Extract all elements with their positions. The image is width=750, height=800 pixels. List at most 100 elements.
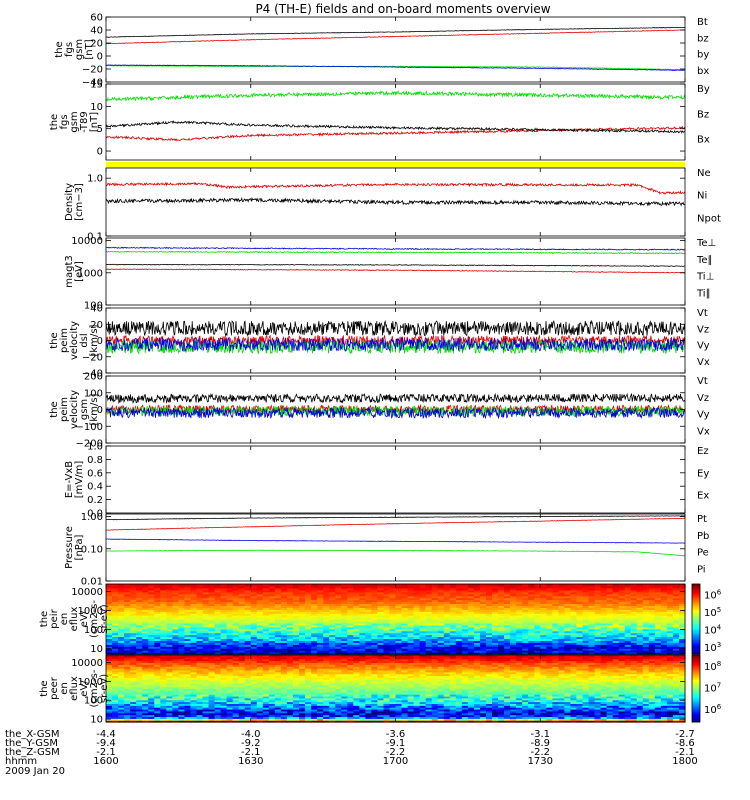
spectrogram-cell xyxy=(220,714,228,718)
spectrogram-cell xyxy=(479,708,487,712)
spectrogram-cell xyxy=(443,593,451,597)
spectrogram-cell xyxy=(419,707,427,710)
spectrogram-cell xyxy=(292,640,300,643)
spectrogram-cell xyxy=(136,607,143,610)
spectrogram-cell xyxy=(106,624,113,628)
spectrogram-cell xyxy=(630,605,638,608)
spectrogram-cell xyxy=(329,642,336,645)
spectrogram-cell xyxy=(196,595,204,599)
spectrogram-cell xyxy=(323,630,330,634)
spectrogram-cell xyxy=(383,644,391,647)
spectrogram-cell xyxy=(106,636,113,640)
spectrogram-cell xyxy=(383,619,391,622)
spectrogram-cell xyxy=(678,640,686,643)
spectrogram-cell xyxy=(256,620,264,624)
spectrogram-cell xyxy=(504,607,511,610)
spectrogram-cell xyxy=(540,603,547,606)
yellow-status-bar xyxy=(106,162,685,168)
spectrogram-cell xyxy=(492,617,499,620)
spectrogram-cell xyxy=(377,636,385,640)
spectrogram-cell xyxy=(552,589,559,593)
spectrogram-cell xyxy=(407,603,415,606)
spectrogram-cell xyxy=(648,642,656,645)
spectrogram-cell xyxy=(172,611,179,614)
spectrogram-cell xyxy=(510,716,517,719)
spectrogram-cell xyxy=(142,607,149,610)
spectrogram-cell xyxy=(498,718,505,721)
spectrogram-cell xyxy=(654,609,662,612)
spectrogram-cell xyxy=(552,611,559,614)
spectrogram-cell xyxy=(449,601,457,605)
spectrogram-cell xyxy=(124,714,131,718)
spectrogram-cell xyxy=(148,613,155,616)
spectrogram-cell xyxy=(624,599,632,603)
colorbar-segment xyxy=(692,650,700,653)
spectrogram-cell xyxy=(323,701,330,704)
spectrogram-cell xyxy=(564,591,572,595)
spectrogram-cell xyxy=(407,644,415,647)
spectrogram-cell xyxy=(570,584,578,587)
spectrogram-cell xyxy=(413,597,421,601)
spectrogram-cell xyxy=(353,648,360,651)
spectrogram-cell xyxy=(130,589,137,593)
spectrogram-cell xyxy=(534,622,541,626)
spectrogram-cell xyxy=(654,714,662,718)
spectrogram-cell xyxy=(202,617,210,620)
spectrogram-cell xyxy=(431,646,439,649)
spectrogram-cell xyxy=(522,620,529,624)
spectrogram-cell xyxy=(407,636,415,640)
spectrogram-cell xyxy=(226,712,234,716)
spectrogram-cell xyxy=(106,628,113,632)
spectrogram-cell xyxy=(154,613,161,616)
spectrogram-cell xyxy=(220,638,228,641)
spectrogram-cell xyxy=(467,620,475,624)
spectrogram-cell xyxy=(160,597,167,601)
series-line-bx xyxy=(105,64,685,71)
spectrogram-cell xyxy=(202,601,210,605)
spectrogram-cell xyxy=(642,603,650,606)
spectrogram-cell xyxy=(594,595,602,599)
spectrogram-cell xyxy=(172,589,179,593)
spectrogram-cell xyxy=(630,707,638,710)
spectrogram-cell xyxy=(534,599,541,603)
spectrogram-cell xyxy=(449,632,457,636)
spectrogram-cell xyxy=(648,595,656,599)
spectrogram-cell xyxy=(118,634,125,638)
spectrogram-cell xyxy=(498,644,505,647)
spectrogram-cell xyxy=(329,714,336,718)
spectrogram-cell xyxy=(274,642,282,645)
spectrogram-cell xyxy=(359,640,366,643)
spectrogram-cell xyxy=(136,589,143,593)
spectrogram-cell xyxy=(118,644,125,647)
spectrogram-cell xyxy=(280,708,288,712)
spectrogram-cell xyxy=(395,638,403,641)
spectrogram-cell xyxy=(214,624,222,628)
spectrogram-cell xyxy=(305,650,312,653)
spectrogram-cell xyxy=(359,716,366,719)
spectrogram-cell xyxy=(160,630,167,634)
spectrogram-cell xyxy=(305,615,312,618)
spectrogram-cell xyxy=(666,626,674,630)
spectrogram-cell xyxy=(485,642,493,645)
spectrogram-cell xyxy=(642,584,650,587)
spectrogram-cell xyxy=(522,632,529,636)
spectrogram-cell xyxy=(142,593,149,597)
spectrogram-cell xyxy=(280,617,288,620)
spectrogram-cell xyxy=(660,584,668,587)
spectrogram-cell xyxy=(226,584,234,587)
spectrogram-cell xyxy=(202,632,210,636)
spectrogram-cell xyxy=(660,708,668,712)
spectrogram-cell xyxy=(280,585,288,589)
spectrogram-cell xyxy=(244,599,252,603)
spectrogram-cell xyxy=(172,624,179,628)
spectrogram-cell xyxy=(292,708,300,712)
spectrogram-cell xyxy=(582,597,590,601)
spectrogram-cell xyxy=(178,591,186,595)
spectrogram-cell xyxy=(654,703,662,706)
spectrogram-cell xyxy=(178,587,186,591)
spectrogram-cell xyxy=(311,703,318,706)
spectrogram-cell xyxy=(202,646,210,649)
spectrogram-cell xyxy=(419,630,427,634)
spectrogram-cell xyxy=(431,620,439,624)
spectrogram-cell xyxy=(353,595,360,599)
